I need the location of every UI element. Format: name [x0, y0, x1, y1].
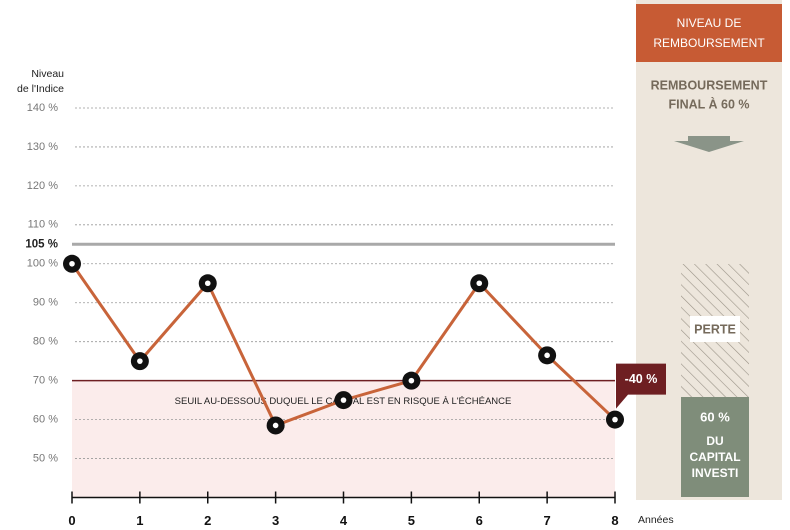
reference-label: 105 % [25, 238, 58, 250]
marker-center [137, 358, 143, 364]
panel-final: REMBOURSEMENT [651, 78, 768, 92]
y-tick-label: 100 % [27, 258, 58, 270]
panel-header: NIVEAU DE [677, 16, 742, 30]
panel-final: FINAL À 60 % [668, 96, 749, 111]
loss-label-box [690, 316, 740, 342]
y-axis-title: de l'Indice [17, 83, 64, 95]
marker-center [340, 397, 347, 403]
y-tick-label: 70 % [33, 375, 58, 387]
x-tick-label: 6 [476, 513, 483, 528]
y-tick-label: 130 % [27, 141, 58, 153]
y-tick-label: 50 % [33, 452, 58, 464]
capital-label: CAPITAL [689, 450, 740, 464]
y-axis-title: Niveau [31, 68, 64, 80]
x-tick-label: 1 [136, 513, 143, 528]
capital-area [681, 397, 749, 497]
marker-center [272, 422, 279, 429]
marker-center [408, 377, 415, 384]
y-tick-label: 120 % [27, 180, 58, 192]
y-tick-label: 140 % [27, 102, 58, 114]
marker-center [544, 352, 550, 359]
x-tick-label: 0 [68, 513, 75, 528]
y-tick-label: 90 % [33, 297, 58, 309]
capital-label: 60 % [700, 409, 730, 424]
annotation-badge [616, 363, 666, 409]
panel-header: REMBOURSEMENT [653, 36, 765, 50]
annotation: -40 % [625, 372, 658, 386]
x-tick-label: 4 [340, 513, 348, 528]
y-tick-label: 110 % [28, 219, 59, 231]
x-axis-title: Années [638, 514, 674, 526]
y-tick-label: 80 % [33, 336, 58, 348]
x-tick-label: 2 [204, 513, 211, 528]
y-tick-label: 60 % [33, 414, 58, 426]
x-tick-label: 3 [272, 513, 279, 528]
marker-center [69, 260, 75, 267]
marker-center [476, 280, 483, 287]
x-tick-label: 8 [611, 513, 618, 528]
loss-label: PERTE [694, 322, 736, 336]
capital-label: DU [706, 434, 723, 448]
x-tick-label: 7 [544, 513, 551, 528]
marker-center [612, 416, 618, 423]
marker-center [204, 280, 211, 287]
x-tick-label: 5 [408, 513, 415, 528]
arrow [674, 136, 744, 152]
capital-label: INVESTI [692, 466, 739, 480]
side-panel-header [636, 4, 782, 62]
